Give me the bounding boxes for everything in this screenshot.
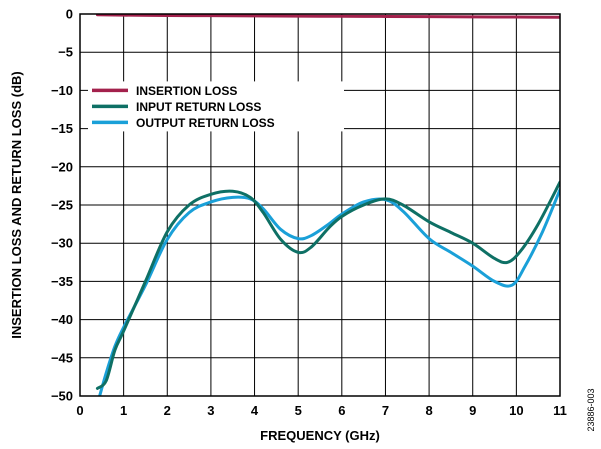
figure-id: 23886-003 <box>586 388 596 431</box>
y-tick-label: −15 <box>51 121 73 136</box>
legend-label: INPUT RETURN LOSS <box>136 100 261 114</box>
y-tick-label: 0 <box>66 7 73 22</box>
y-axis-title: INSERTION LOSS AND RETURN LOSS (dB) <box>9 71 24 338</box>
legend-label: INSERTION LOSS <box>136 84 237 98</box>
x-tick-label: 8 <box>425 403 432 418</box>
y-tick-label: −50 <box>51 389 73 404</box>
legend-label: OUTPUT RETURN LOSS <box>136 116 275 130</box>
series-lines <box>95 14 560 396</box>
series-line-insertion-loss <box>95 14 560 19</box>
y-tick-label: −10 <box>51 83 73 98</box>
series-line-input-return-loss <box>95 180 560 390</box>
x-tick-label: 11 <box>553 403 567 418</box>
x-tick-label: 7 <box>382 403 389 418</box>
plot-frame <box>79 13 561 397</box>
y-tick-label: −30 <box>51 236 73 251</box>
y-tick-label: −35 <box>51 274 73 289</box>
legend-background <box>88 81 344 132</box>
x-tick-label: 3 <box>207 403 214 418</box>
y-tick-label: −45 <box>51 350 73 365</box>
y-tick-label: −40 <box>51 312 73 327</box>
x-axis-title: FREQUENCY (GHz) <box>260 428 380 443</box>
x-tick-label: 10 <box>509 403 523 418</box>
x-tick-label: 4 <box>251 403 259 418</box>
x-tick-label: 5 <box>295 403 302 418</box>
y-tick-label: −25 <box>51 198 73 213</box>
x-tick-label: 2 <box>164 403 171 418</box>
series-line-output-return-loss <box>98 188 560 396</box>
y-tick-labels: 0 −5 −10 −15 −20 −25 −30 −35 −40 −45 −50 <box>51 7 73 404</box>
x-tick-labels: 0 1 2 3 4 5 6 7 8 9 10 11 <box>76 403 566 418</box>
x-tick-label: 1 <box>120 403 127 418</box>
legend: INSERTION LOSS INPUT RETURN LOSS OUTPUT RE… <box>92 84 275 130</box>
y-tick-label: −20 <box>51 159 73 174</box>
x-tick-label: 6 <box>338 403 345 418</box>
x-tick-label: 9 <box>469 403 476 418</box>
y-tick-label: −5 <box>58 45 73 60</box>
x-tick-label: 0 <box>76 403 83 418</box>
